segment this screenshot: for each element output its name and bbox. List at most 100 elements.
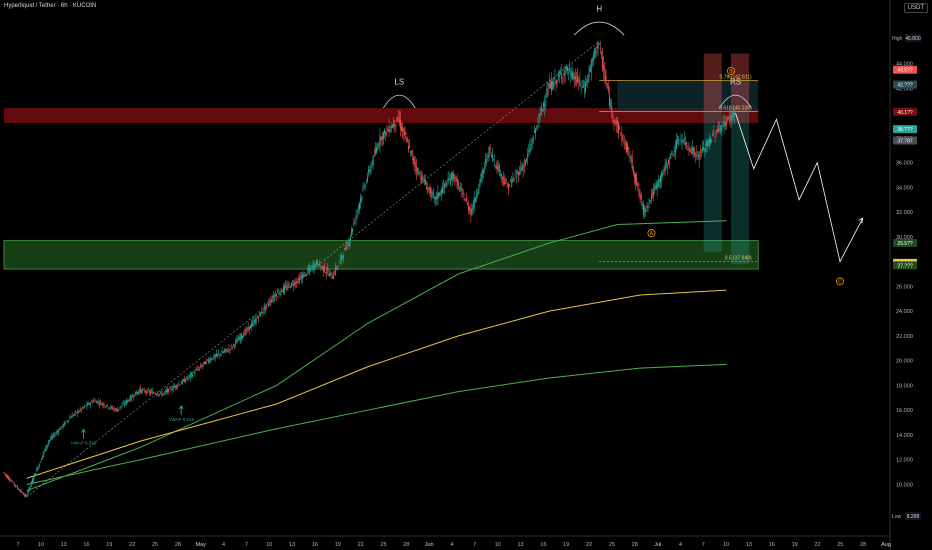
- candle-body: [552, 80, 554, 90]
- candle-body: [304, 272, 306, 273]
- candle-body: [175, 385, 177, 388]
- candle-body: [485, 159, 487, 164]
- candle-body: [157, 394, 159, 396]
- price-tick-label: 30.000: [896, 235, 913, 241]
- candle-body: [463, 199, 465, 201]
- candle-body: [566, 66, 568, 71]
- candle-body: [288, 284, 290, 286]
- high-value-box: [905, 34, 921, 42]
- candle-body: [588, 73, 590, 76]
- candle-body: [631, 157, 633, 169]
- candle-body: [92, 402, 94, 403]
- time-tick-label: 25: [837, 542, 843, 548]
- candle-body: [176, 385, 178, 388]
- candle-body: [714, 136, 716, 138]
- candle-body: [398, 119, 400, 122]
- candle-body: [26, 495, 28, 497]
- candle-body: [198, 367, 200, 369]
- candle-body: [661, 171, 663, 180]
- quote-currency-badge[interactable]: USDT: [903, 3, 928, 13]
- candle-body: [483, 166, 485, 168]
- time-tick-label: 28: [175, 542, 181, 548]
- candle-body: [696, 152, 698, 153]
- candle-body: [435, 197, 437, 200]
- price-tick-label: 22.000: [896, 334, 913, 340]
- candle-body: [46, 444, 48, 448]
- candle-body: [635, 174, 637, 183]
- candle-body: [37, 467, 39, 470]
- candle-body: [311, 265, 313, 268]
- candle-body: [262, 311, 264, 313]
- candle-body: [209, 361, 211, 362]
- candle-body: [225, 348, 226, 351]
- candle-body: [374, 149, 376, 154]
- candle-body: [69, 417, 71, 420]
- candle-body: [512, 178, 514, 183]
- candle-body: [255, 318, 257, 323]
- time-tick-label: Jul: [654, 542, 661, 548]
- candle-body: [55, 432, 57, 434]
- price-tick-label: 10.000: [896, 482, 913, 488]
- candle-body: [8, 476, 10, 480]
- candle-body: [186, 376, 188, 380]
- candle-body: [40, 458, 42, 461]
- candle-body: [680, 137, 682, 139]
- candle-body: [363, 185, 365, 187]
- candle-body: [356, 210, 358, 212]
- candle-body: [371, 164, 373, 166]
- candle-body: [320, 267, 322, 268]
- candle-body: [21, 492, 23, 493]
- candle-body: [487, 155, 489, 158]
- candle-body: [153, 392, 155, 394]
- candle-body: [36, 468, 38, 472]
- candle-body: [615, 122, 617, 125]
- candle-body: [469, 208, 471, 211]
- candle-body: [682, 141, 684, 142]
- candle-body: [155, 394, 157, 395]
- candle-body: [530, 143, 532, 147]
- candle-body: [599, 47, 601, 49]
- candle-body: [612, 115, 614, 120]
- candle-body: [690, 151, 692, 153]
- price-tick-label: 24.000: [896, 309, 913, 315]
- candle-body: [719, 128, 721, 130]
- candle-body: [327, 268, 329, 272]
- candle-body: [420, 176, 422, 180]
- candle-body: [526, 158, 528, 161]
- candle-body: [524, 160, 526, 166]
- candle-body: [426, 187, 428, 190]
- candle-body: [98, 403, 100, 405]
- candle-body: [644, 208, 646, 212]
- candle-body: [294, 281, 296, 286]
- candle-body: [341, 255, 343, 258]
- wave-label: C: [838, 279, 842, 285]
- candle-body: [570, 71, 572, 77]
- candle-body: [223, 350, 225, 353]
- candle-body: [5, 474, 7, 477]
- candle-body: [292, 282, 294, 284]
- candle-body: [545, 100, 547, 103]
- time-tick-label: 19: [335, 542, 341, 548]
- candle-body: [340, 254, 342, 261]
- candle-body: [347, 242, 349, 245]
- candle-body: [449, 179, 451, 184]
- candle-body: [329, 272, 331, 277]
- candle-body: [204, 361, 206, 365]
- candle-body: [317, 261, 319, 266]
- pattern-label: H: [596, 5, 602, 14]
- candle-body: [432, 193, 434, 195]
- candle-body: [691, 147, 693, 154]
- candle-body: [14, 484, 16, 487]
- candle-body: [720, 126, 722, 133]
- candle-body: [372, 155, 374, 166]
- stop-loss-box: [730, 53, 750, 111]
- candle-body: [668, 160, 669, 164]
- candle-body: [656, 181, 658, 190]
- candle-body: [382, 132, 384, 140]
- candle-body: [427, 187, 429, 188]
- candle-body: [269, 302, 271, 303]
- candle-body: [620, 132, 622, 134]
- candle-body: [731, 113, 733, 118]
- candle-body: [243, 334, 245, 338]
